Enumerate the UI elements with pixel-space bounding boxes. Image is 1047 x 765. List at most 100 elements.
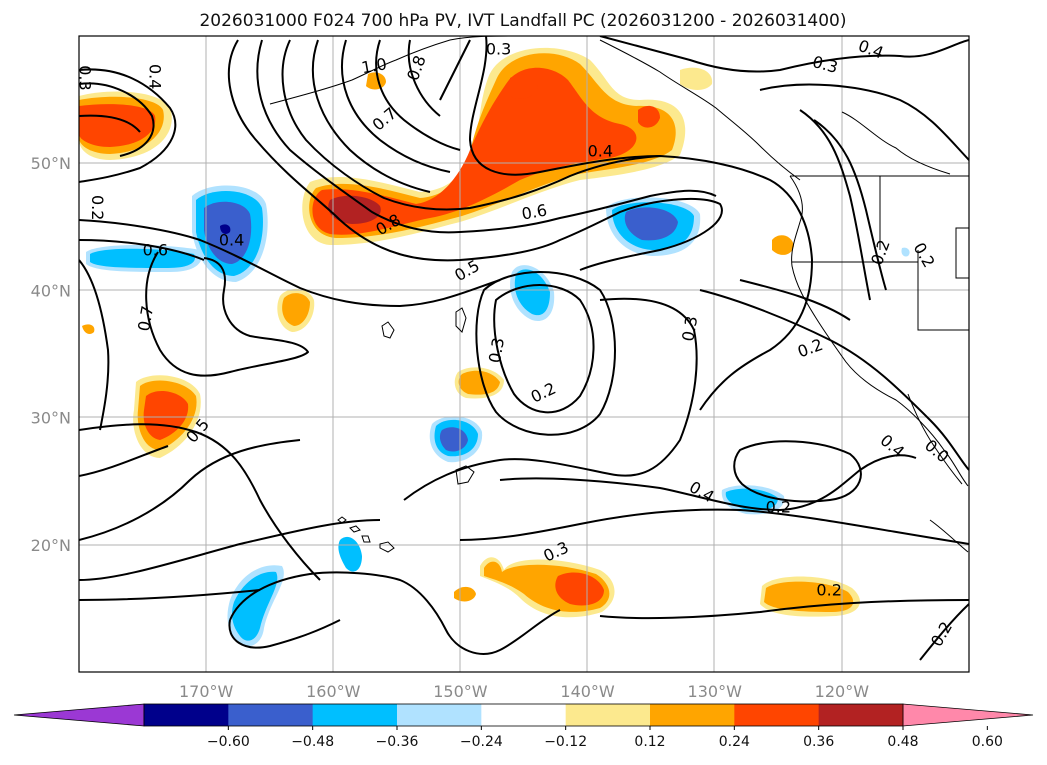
- anomaly-positive: [510, 74, 538, 99]
- north-america-coast: [789, 175, 969, 487]
- anomaly-negative: [90, 248, 195, 268]
- lat-label: 50°N: [31, 154, 71, 173]
- contour-line: [145, 251, 309, 377]
- contour-label: 0.3: [486, 40, 511, 59]
- colorbar: −0.60 −0.48 −0.36 −0.24 −0.12 0.12 0.24 0.36 0.4…: [13, 703, 1034, 750]
- contour-line: [79, 219, 501, 307]
- contour-label: 0.4: [588, 141, 613, 160]
- colorbar-tick-label: −0.36: [376, 734, 419, 750]
- colorbar-extend-low: [13, 703, 145, 727]
- contour-label-group: 0.3: [678, 314, 701, 342]
- contour-line: [281, 39, 661, 211]
- contour-line: [599, 36, 969, 73]
- contour-line: [403, 297, 698, 501]
- contour-label: 0.3: [75, 65, 94, 90]
- state-border-d: [955, 227, 969, 279]
- latitude-labels: 50°N 40°N 30°N 20°N: [31, 154, 71, 555]
- contour-line: [229, 571, 561, 655]
- lon-label: 160°W: [306, 682, 361, 701]
- island-small-a: [455, 307, 467, 333]
- colorbar-tick-label: 0.36: [803, 734, 834, 750]
- colorbar-swatch: [734, 704, 820, 726]
- lon-label: 130°W: [688, 682, 743, 701]
- state-border-b: [917, 250, 969, 331]
- contour-label: 0.2: [88, 195, 107, 220]
- anomaly-positive: [638, 105, 660, 128]
- anomaly-positive: [458, 370, 500, 395]
- colorbar-swatch: [397, 704, 482, 726]
- colorbar-extend-high: [902, 703, 1034, 727]
- colorbar-frame: [143, 703, 904, 727]
- island-small-c: [455, 465, 475, 485]
- anomaly-positive: [282, 293, 310, 326]
- contour-line: [79, 68, 177, 183]
- colorbar-swatch: [565, 704, 651, 726]
- contour-line: [79, 445, 169, 477]
- map-title: 2026031000 F024 700 hPa PV, IVT Landfall…: [199, 11, 846, 31]
- colorbar-swatch: [481, 704, 567, 726]
- contour-label: 0.2: [766, 498, 791, 517]
- contour-line: [469, 36, 813, 411]
- canada-interior: [841, 111, 951, 175]
- contour-line: [493, 284, 595, 414]
- anomaly-positive: [555, 572, 604, 606]
- contour-line: [759, 83, 969, 161]
- contour-line: [79, 519, 381, 581]
- colorbar-tick-label: −0.60: [207, 734, 250, 750]
- colorbar-swatch: [228, 704, 314, 726]
- contour-label: 0.2: [816, 580, 841, 599]
- contour-label-group: 0.3: [486, 40, 511, 59]
- contour-label-group: 0.3: [485, 336, 508, 364]
- contour-label-group: 0.4: [145, 64, 164, 89]
- colorbar-swatch: [650, 704, 735, 726]
- contour-line: [799, 109, 871, 301]
- longitude-labels: 170°W 160°W 150°W 140°W 130°W 120°W: [179, 682, 869, 701]
- contour-line: [599, 599, 969, 620]
- colorbar-tick-label: −0.48: [291, 734, 334, 750]
- baja-coast: [907, 393, 963, 485]
- colorbar-tick-label: 0.60: [972, 734, 1003, 750]
- anomaly-negative: [901, 247, 910, 257]
- colorbar-tick-label: −0.24: [460, 734, 503, 750]
- contour-line: [256, 39, 717, 234]
- island-small-b: [381, 321, 395, 339]
- anomaly-negative: [338, 536, 362, 572]
- anomaly-negative: [232, 571, 278, 641]
- contour-line: [79, 589, 261, 601]
- colorbar-tick-label: 0.24: [719, 734, 750, 750]
- contour-line: [79, 114, 141, 133]
- alaska-panhandle-coast: [599, 39, 801, 181]
- colorbar-swatch: [144, 704, 229, 726]
- lon-label: 120°W: [815, 682, 870, 701]
- contour-label: 0.4: [219, 231, 244, 250]
- anomaly-positive: [312, 67, 637, 235]
- contour-label-group: 0.2: [766, 498, 791, 517]
- contour-line: [79, 423, 321, 581]
- contour-label-group: 0.2: [816, 580, 841, 599]
- contour-label-group: 0.4: [588, 141, 613, 160]
- hawaii-islands: [337, 516, 395, 553]
- contour-line: [375, 39, 461, 151]
- anomaly-negative: [514, 269, 550, 316]
- contour-line: [79, 439, 301, 541]
- contour-line: [79, 239, 205, 261]
- anomaly-positive: [680, 67, 713, 90]
- map-frame: [78, 35, 970, 673]
- colorbar-tick-label: −0.12: [544, 734, 587, 750]
- contour-label: 0.7: [134, 304, 157, 332]
- contour-label: 0.3: [485, 336, 508, 364]
- contour-line: [227, 39, 723, 271]
- contour-label-group: 0.2: [88, 195, 107, 220]
- contour-line: [499, 454, 917, 511]
- contour-line: [79, 259, 110, 431]
- contour-label: 0.6: [143, 241, 168, 260]
- pv-contours: [79, 36, 969, 661]
- contour-label-group: 1.0: [360, 54, 388, 77]
- contour-line: [79, 82, 155, 157]
- coastlines: [269, 36, 969, 553]
- lon-label: 150°W: [433, 682, 488, 701]
- colorbar-tick-label: 0.48: [887, 734, 918, 750]
- graticule: [79, 36, 969, 672]
